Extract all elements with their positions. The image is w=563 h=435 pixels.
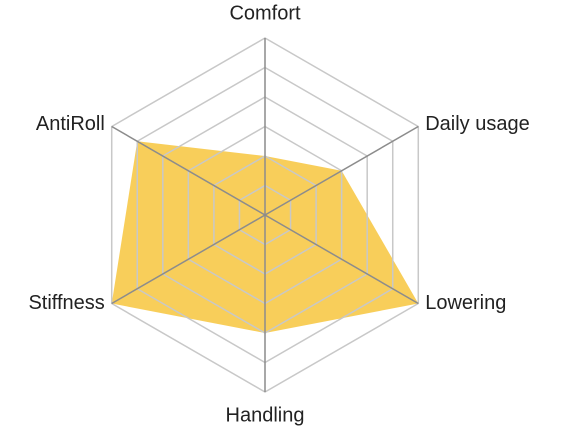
axis-label: Lowering xyxy=(425,292,506,314)
spoke xyxy=(111,214,266,305)
axis-label: AntiRoll xyxy=(36,113,105,135)
spoke xyxy=(264,125,419,216)
axis-label: Handling xyxy=(226,404,305,426)
spoke xyxy=(111,125,266,216)
axis-label: Stiffness xyxy=(28,292,104,314)
spoke xyxy=(264,214,419,305)
axis-label: Daily usage xyxy=(425,113,530,135)
axis-label: Comfort xyxy=(229,2,301,24)
